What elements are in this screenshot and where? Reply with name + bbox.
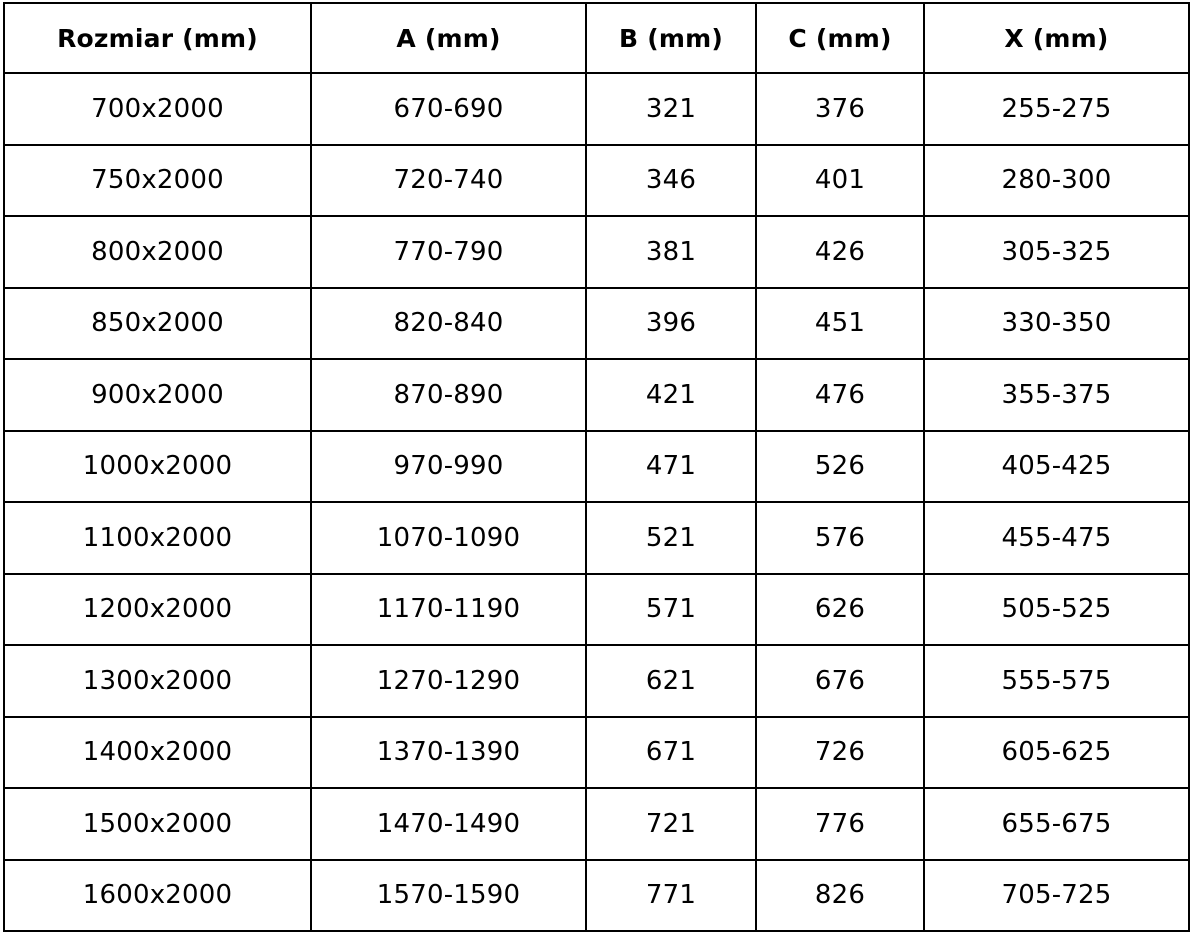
cell-b: 321	[585, 72, 757, 146]
cell-x: 555-575	[923, 644, 1190, 718]
cell-c: 576	[755, 501, 925, 575]
table-body: 700x2000 670-690 321 376 255-275 750x2000 720-…	[3, 72, 1190, 932]
cell-size: 850x2000	[3, 286, 312, 360]
cell-b: 381	[585, 215, 757, 289]
cell-c: 401	[755, 143, 925, 217]
cell-size: 1500x2000	[3, 787, 312, 861]
cell-a: 1570-1590	[310, 858, 587, 932]
cell-c: 376	[755, 72, 925, 146]
table-row: 850x2000 820-840 396 451 330-350	[3, 286, 1190, 360]
table-row: 750x2000 720-740 346 401 280-300	[3, 143, 1190, 217]
cell-size: 800x2000	[3, 215, 312, 289]
cell-a: 1270-1290	[310, 644, 587, 718]
cell-b: 421	[585, 358, 757, 432]
cell-a: 670-690	[310, 72, 587, 146]
cell-a: 870-890	[310, 358, 587, 432]
cell-a: 1470-1490	[310, 787, 587, 861]
table-row: 1300x2000 1270-1290 621 676 555-575	[3, 644, 1190, 718]
cell-size: 700x2000	[3, 72, 312, 146]
cell-b: 721	[585, 787, 757, 861]
size-specification-table: Rozmiar (mm) A (mm) B (mm) C (mm) X (mm)…	[3, 2, 1190, 932]
table-row: 1000x2000 970-990 471 526 405-425	[3, 429, 1190, 503]
cell-b: 521	[585, 501, 757, 575]
cell-size: 1200x2000	[3, 572, 312, 646]
cell-x: 405-425	[923, 429, 1190, 503]
column-header-x: X (mm)	[923, 2, 1190, 74]
cell-x: 330-350	[923, 286, 1190, 360]
table-row: 900x2000 870-890 421 476 355-375	[3, 358, 1190, 432]
cell-size: 1300x2000	[3, 644, 312, 718]
cell-c: 726	[755, 715, 925, 789]
column-header-b: B (mm)	[585, 2, 757, 74]
column-header-c: C (mm)	[755, 2, 925, 74]
cell-b: 346	[585, 143, 757, 217]
cell-c: 426	[755, 215, 925, 289]
cell-x: 705-725	[923, 858, 1190, 932]
cell-a: 1070-1090	[310, 501, 587, 575]
cell-size: 1600x2000	[3, 858, 312, 932]
table-row: 1100x2000 1070-1090 521 576 455-475	[3, 501, 1190, 575]
column-header-size: Rozmiar (mm)	[3, 2, 312, 74]
cell-b: 671	[585, 715, 757, 789]
cell-x: 355-375	[923, 358, 1190, 432]
table-row: 700x2000 670-690 321 376 255-275	[3, 72, 1190, 146]
cell-c: 776	[755, 787, 925, 861]
table-row: 1200x2000 1170-1190 571 626 505-525	[3, 572, 1190, 646]
cell-x: 305-325	[923, 215, 1190, 289]
cell-c: 626	[755, 572, 925, 646]
cell-c: 451	[755, 286, 925, 360]
table-header-row: Rozmiar (mm) A (mm) B (mm) C (mm) X (mm)	[3, 2, 1190, 74]
table-row: 1400x2000 1370-1390 671 726 605-625	[3, 715, 1190, 789]
cell-b: 621	[585, 644, 757, 718]
cell-size: 1000x2000	[3, 429, 312, 503]
cell-b: 471	[585, 429, 757, 503]
cell-size: 1100x2000	[3, 501, 312, 575]
cell-c: 526	[755, 429, 925, 503]
cell-b: 571	[585, 572, 757, 646]
cell-b: 771	[585, 858, 757, 932]
spec-sheet: Rozmiar (mm) A (mm) B (mm) C (mm) X (mm)…	[3, 2, 1190, 932]
table-row: 800x2000 770-790 381 426 305-325	[3, 215, 1190, 289]
cell-size: 1400x2000	[3, 715, 312, 789]
cell-a: 970-990	[310, 429, 587, 503]
cell-size: 750x2000	[3, 143, 312, 217]
table-row: 1500x2000 1470-1490 721 776 655-675	[3, 787, 1190, 861]
cell-x: 280-300	[923, 143, 1190, 217]
cell-a: 1370-1390	[310, 715, 587, 789]
cell-x: 255-275	[923, 72, 1190, 146]
cell-a: 720-740	[310, 143, 587, 217]
cell-b: 396	[585, 286, 757, 360]
cell-a: 820-840	[310, 286, 587, 360]
cell-x: 605-625	[923, 715, 1190, 789]
cell-x: 655-675	[923, 787, 1190, 861]
cell-a: 1170-1190	[310, 572, 587, 646]
cell-a: 770-790	[310, 215, 587, 289]
cell-size: 900x2000	[3, 358, 312, 432]
cell-x: 505-525	[923, 572, 1190, 646]
cell-c: 676	[755, 644, 925, 718]
table-row: 1600x2000 1570-1590 771 826 705-725	[3, 858, 1190, 932]
table-header: Rozmiar (mm) A (mm) B (mm) C (mm) X (mm)	[3, 2, 1190, 74]
column-header-a: A (mm)	[310, 2, 587, 74]
cell-c: 826	[755, 858, 925, 932]
cell-x: 455-475	[923, 501, 1190, 575]
cell-c: 476	[755, 358, 925, 432]
